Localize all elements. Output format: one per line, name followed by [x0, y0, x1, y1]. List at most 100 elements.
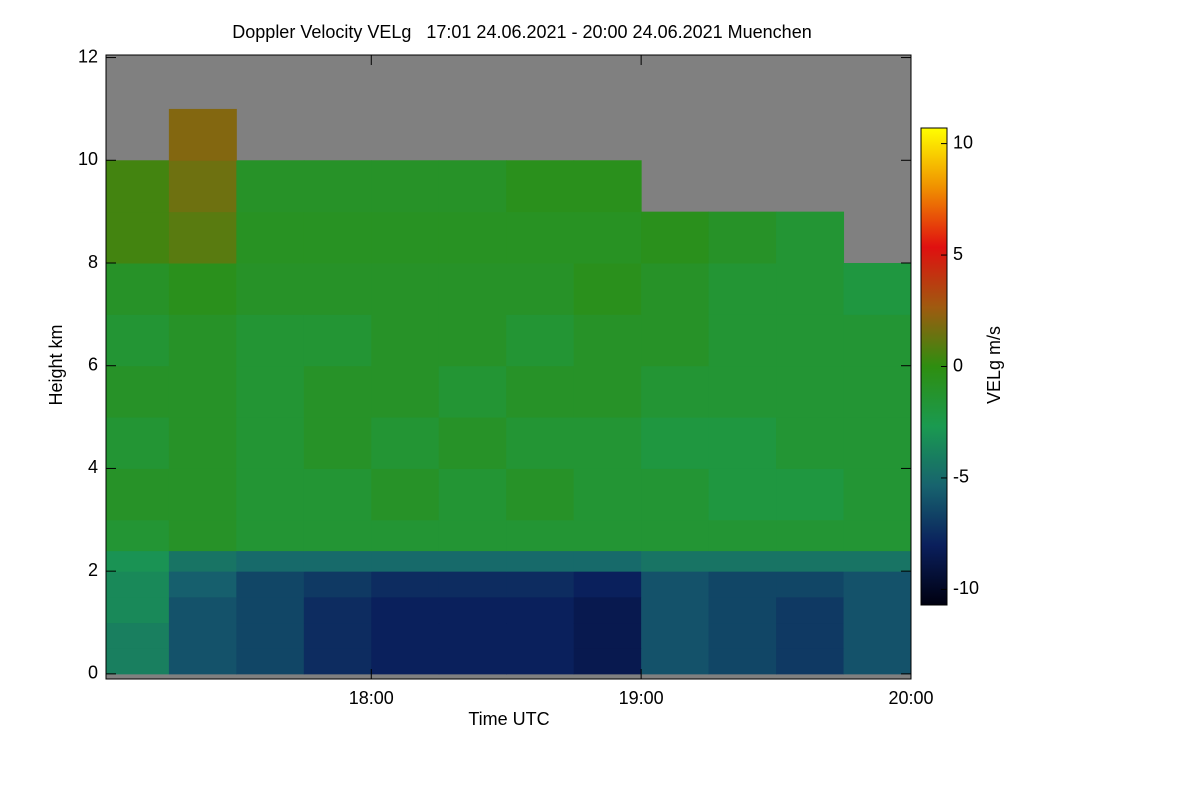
chart-title: Doppler Velocity VELg 17:01 24.06.2021 -…: [232, 22, 811, 42]
heat-cell: [506, 314, 575, 367]
heat-cell: [371, 211, 440, 264]
heat-cell: [303, 622, 372, 649]
heat-cell: [303, 263, 372, 315]
heat-cell: [438, 263, 507, 315]
heat-cell: [438, 314, 507, 367]
heat-cell: [371, 160, 440, 213]
heat-cell: [371, 468, 440, 521]
heat-cell: [438, 468, 507, 521]
heat-cell: [371, 417, 440, 469]
heat-cell: [843, 263, 912, 315]
heat-cell: [708, 211, 777, 264]
heat-cell: [236, 211, 305, 264]
heat-cell: [371, 314, 440, 367]
heat-cell: [776, 648, 845, 675]
heat-cell: [106, 263, 170, 315]
heat-cell: [106, 417, 170, 469]
heat-cell: [168, 519, 237, 552]
heat-cell: [106, 211, 170, 264]
y-tick-label: 10: [78, 149, 98, 169]
heat-cell: [236, 622, 305, 649]
heat-cell: [106, 468, 170, 521]
heat-cell: [438, 622, 507, 649]
heat-cell: [106, 550, 170, 572]
heat-cell: [236, 417, 305, 469]
heat-cell: [843, 365, 912, 418]
plot-frame: [105, 54, 912, 680]
heat-cell: [506, 571, 575, 598]
heat-cell: [371, 622, 440, 649]
heat-cell: [236, 596, 305, 624]
heat-cell: [843, 622, 912, 649]
heat-cell: [573, 571, 642, 598]
heat-cell: [708, 519, 777, 552]
heat-cell: [776, 211, 845, 264]
y-axis-label: Height km: [46, 324, 66, 405]
heat-cell: [438, 211, 507, 264]
heat-cell: [106, 365, 170, 418]
heat-cell: [106, 648, 170, 675]
heat-cell: [641, 365, 710, 418]
heat-cell: [641, 596, 710, 624]
heat-cell: [641, 622, 710, 649]
heat-cell: [371, 263, 440, 315]
heat-cell: [843, 648, 912, 675]
heat-cell: [776, 263, 845, 315]
heat-cell: [168, 160, 237, 213]
heat-cell: [843, 519, 912, 552]
heat-cell: [168, 622, 237, 649]
colorbar-tick-label: 5: [953, 244, 963, 264]
colorbar-tick-label: -10: [953, 578, 979, 598]
heat-cell: [236, 648, 305, 675]
heat-cell: [573, 211, 642, 264]
heat-cell: [168, 417, 237, 469]
y-tick-label: 0: [88, 663, 98, 683]
heat-cell: [168, 648, 237, 675]
y-tick-label: 12: [78, 46, 98, 66]
heat-cell: [236, 160, 305, 213]
heat-cell: [641, 571, 710, 598]
heat-cell: [573, 314, 642, 367]
heat-cell: [843, 596, 912, 624]
heat-cell: [303, 596, 372, 624]
x-tick-label: 20:00: [888, 688, 933, 708]
heat-cell: [106, 622, 170, 649]
heat-cell: [708, 622, 777, 649]
heat-cell: [776, 519, 845, 552]
heat-cell: [843, 314, 912, 367]
y-tick-label: 8: [88, 252, 98, 272]
heat-cell: [168, 468, 237, 521]
heat-cell: [843, 571, 912, 598]
heat-cell: [776, 550, 845, 572]
heat-cell: [236, 550, 305, 572]
heat-cell: [438, 417, 507, 469]
heat-cell: [573, 550, 642, 572]
heat-cell: [708, 263, 777, 315]
heat-cell: [573, 596, 642, 624]
y-tick-label: 4: [88, 457, 98, 477]
heat-cell: [506, 160, 575, 213]
heat-cell: [506, 622, 575, 649]
heat-cell: [708, 648, 777, 675]
heat-cell: [641, 648, 710, 675]
heat-cell: [641, 417, 710, 469]
heat-cell: [168, 365, 237, 418]
heat-cell: [708, 314, 777, 367]
heat-cell: [303, 571, 372, 598]
heat-cell: [168, 550, 237, 572]
heat-cell: [168, 571, 237, 598]
heat-cell: [438, 519, 507, 552]
colorbar-tick-label: 0: [953, 355, 963, 375]
heat-cell: [641, 314, 710, 367]
heat-cell: [236, 571, 305, 598]
heat-cell: [438, 571, 507, 598]
heat-cell: [641, 263, 710, 315]
heat-cell: [506, 550, 575, 572]
heat-cell: [371, 596, 440, 624]
heat-cell: [573, 622, 642, 649]
heat-cell: [236, 519, 305, 552]
heat-cell: [708, 417, 777, 469]
heat-cell: [506, 519, 575, 552]
heat-cell: [708, 596, 777, 624]
heat-cell: [776, 571, 845, 598]
